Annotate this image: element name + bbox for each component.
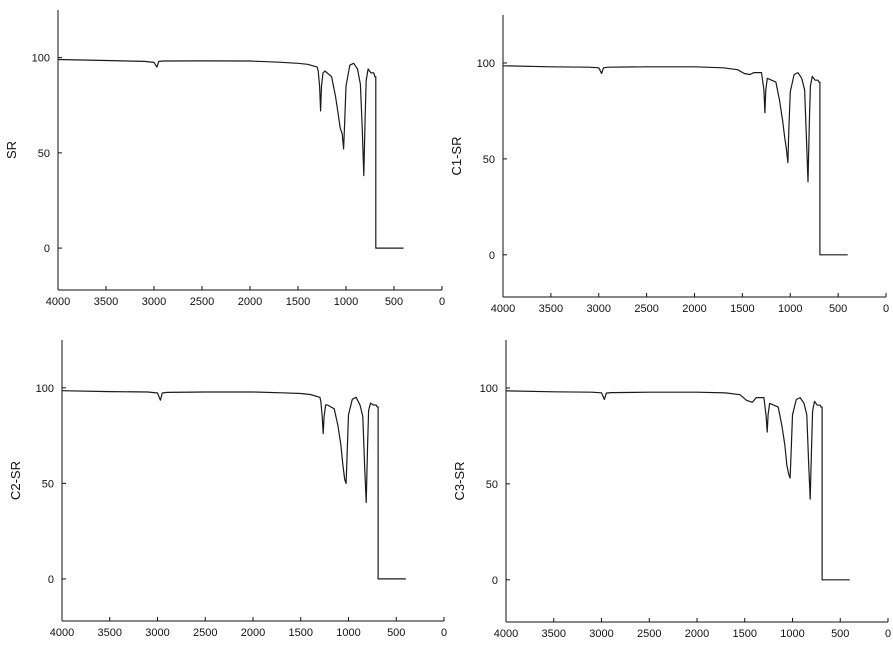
chart-panel-c3-sr: 4000 3500 3000 2500 2000 1500 1000 500 0 0 50 100 C3…: [452, 340, 891, 640]
y-tick-label: 50: [486, 479, 498, 491]
y-tick-label: 50: [42, 478, 54, 490]
x-tick-label: 500: [385, 296, 403, 308]
x-tick-label: 4000: [491, 303, 515, 315]
x-tick-label: 0: [885, 628, 891, 640]
x-tick-label: 2000: [241, 627, 265, 639]
x-tick-label: 1000: [336, 627, 360, 639]
x-tick-label: 2500: [190, 296, 214, 308]
x-tick-label: 0: [883, 303, 889, 315]
y-axis-label: C1-SR: [449, 136, 464, 175]
y-axis-label: SR: [4, 141, 19, 159]
spectrum-line: [57, 58, 404, 249]
x-tick-label: 1000: [334, 296, 358, 308]
x-tick-label: 1500: [289, 627, 313, 639]
x-tick-label: 1000: [780, 628, 804, 640]
y-tick-label: 50: [483, 154, 495, 166]
y-axis-label: C2-SR: [8, 461, 23, 500]
x-tick-label: 1500: [730, 303, 754, 315]
x-tick-label: 4000: [50, 627, 74, 639]
x-tick-label: 0: [441, 627, 447, 639]
x-tick-label: 1000: [778, 303, 802, 315]
x-tick-label: 3500: [98, 627, 122, 639]
x-tick-label: 2500: [637, 628, 661, 640]
x-tick-label: 3000: [587, 303, 611, 315]
x-tick-label: 500: [831, 628, 849, 640]
y-tick-label: 0: [44, 243, 50, 255]
x-tick-label: 3000: [145, 627, 169, 639]
x-tick-label: 4000: [494, 628, 518, 640]
x-tick-label: 4000: [46, 296, 70, 308]
y-axis-label: C3-SR: [452, 461, 467, 500]
x-tick-label: 500: [387, 627, 405, 639]
x-tick-label: 0: [439, 296, 445, 308]
x-tick-label: 2500: [193, 627, 217, 639]
x-tick-label: 3000: [589, 628, 613, 640]
x-tick-label: 2000: [685, 628, 709, 640]
spectrum-line: [502, 65, 848, 256]
x-tick-label: 3500: [542, 628, 566, 640]
x-tick-label: 3500: [94, 296, 118, 308]
y-tick-label: 100: [32, 53, 50, 65]
x-tick-label: 3500: [539, 303, 563, 315]
y-tick-label: 100: [480, 383, 498, 395]
x-tick-label: 1500: [733, 628, 757, 640]
chart-panel-c1-sr: 4000 3500 3000 2500 2000 1500 1000 500 0 0 50 100 C1…: [449, 15, 889, 315]
x-tick-label: 2500: [634, 303, 658, 315]
y-tick-label: 0: [492, 575, 498, 587]
spectrum-line: [505, 390, 850, 581]
y-tick-label: 50: [38, 148, 50, 160]
y-tick-label: 100: [36, 383, 54, 395]
y-tick-label: 100: [477, 58, 495, 70]
x-tick-label: 500: [829, 303, 847, 315]
x-tick-label: 2000: [682, 303, 706, 315]
x-tick-label: 3000: [142, 296, 166, 308]
spectrum-line: [61, 390, 406, 580]
y-tick-label: 0: [489, 250, 495, 262]
chart-panel-sr: 4000 3500 3000 2500 2000 1500 1000 500 0 0 50 100 SR: [4, 10, 445, 308]
x-tick-label: 2000: [238, 296, 262, 308]
chart-panel-c2-sr: 4000 3500 3000 2500 2000 1500 1000 500 0 0 50 100 C2…: [8, 340, 447, 639]
y-tick-label: 0: [48, 574, 54, 586]
x-tick-label: 1500: [286, 296, 310, 308]
